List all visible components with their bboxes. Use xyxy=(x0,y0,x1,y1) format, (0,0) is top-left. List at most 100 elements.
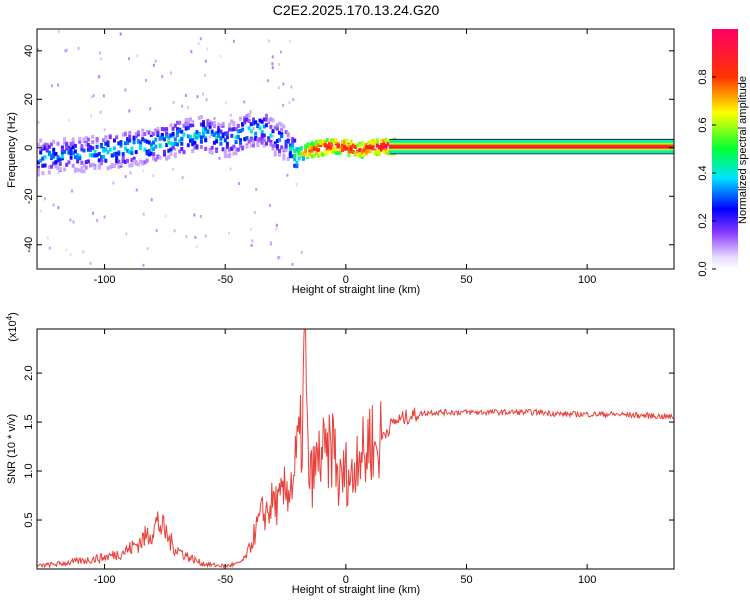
spectrogram-cell xyxy=(234,127,238,132)
spectrogram-cell xyxy=(260,119,264,124)
spectrogram-cell xyxy=(52,147,56,152)
spectrogram-cell xyxy=(262,143,266,148)
spectrogram-cell xyxy=(39,138,43,143)
spectrogram-cell xyxy=(232,127,236,132)
spectrogram-cell xyxy=(71,141,75,146)
spectrogram-cell xyxy=(143,160,147,165)
spectrogram-cell xyxy=(113,152,116,157)
spectrogram-cell xyxy=(186,134,190,139)
spectrogram-cell xyxy=(334,147,338,152)
spectrogram-cell xyxy=(89,145,93,150)
spectrogram-cell xyxy=(108,165,112,170)
spectrogram-cell xyxy=(178,149,182,154)
spectrogram-cell xyxy=(78,136,82,141)
spectrogram-cell xyxy=(134,132,138,136)
spectrogram-cell xyxy=(130,151,134,156)
spectrogram-cell xyxy=(115,159,119,164)
spectrogram-cell xyxy=(132,135,136,140)
spectrogram-cell xyxy=(167,135,171,140)
spectrogram-cell xyxy=(349,149,353,154)
spectrogram-cell xyxy=(69,141,73,146)
spectrogram-cell xyxy=(86,147,90,152)
spectrogram-cell xyxy=(321,139,325,144)
spectrogram-cell xyxy=(199,139,203,144)
spectrogram-cell xyxy=(232,144,236,149)
spectrogram-cell xyxy=(136,139,140,143)
spectrogram-cell xyxy=(167,148,171,153)
spectrogram-cell xyxy=(156,126,160,131)
spectrogram-cell xyxy=(115,156,119,160)
spectrogram-cell xyxy=(176,133,179,138)
spectrogram-cell xyxy=(63,140,67,145)
spectrogram-cell xyxy=(189,117,192,122)
colorbar-tick-label: 0.0 xyxy=(697,261,709,276)
spectrogram-cell xyxy=(364,144,368,149)
spectrogram-cell xyxy=(89,147,93,152)
spectrogram-cell xyxy=(147,149,151,154)
spectrogram-cell xyxy=(315,139,318,144)
spectrogram-cell xyxy=(163,149,166,154)
spectrogram-cell xyxy=(384,138,388,143)
spectrogram-cell xyxy=(206,129,210,134)
spectrogram-cell xyxy=(76,159,80,164)
spectrogram-cell xyxy=(91,134,95,139)
spectrogram-cell xyxy=(265,123,268,128)
spectrogram-cell xyxy=(60,145,64,150)
spectrogram-cell xyxy=(334,150,338,155)
spectrogram-cell xyxy=(239,140,242,145)
spectrogram-cell xyxy=(115,151,119,156)
spectrogram-noise-cell xyxy=(282,82,285,86)
spectrogram-noise-cell xyxy=(277,86,280,90)
spectrogram-cell xyxy=(163,127,166,132)
spectrogram-cell xyxy=(158,144,162,149)
spectrogram-cell xyxy=(147,140,151,145)
colorbar-tick-label: 0.4 xyxy=(697,165,709,180)
spectrogram-cell xyxy=(317,153,321,158)
spectrogram-cell xyxy=(349,142,353,147)
spectrogram-cell xyxy=(152,152,156,157)
spectrogram-cell xyxy=(82,169,86,174)
spectrogram-cell xyxy=(141,128,145,133)
spectrogram-y-tick-label: -20 xyxy=(23,188,35,204)
spectrogram-noise-cell xyxy=(282,103,284,107)
spectrogram-cell xyxy=(382,139,386,144)
spectrogram-cell xyxy=(341,139,344,144)
spectrogram-cell xyxy=(123,132,127,137)
spectrogram-cell xyxy=(232,151,236,156)
spectrogram-cell xyxy=(239,116,242,121)
spectrogram-cell xyxy=(273,141,277,146)
spectrogram-cell xyxy=(239,129,242,133)
spectrogram-cell xyxy=(380,146,384,151)
spectrogram-noise-cell xyxy=(295,183,298,187)
spectrogram-noise-cell xyxy=(228,231,230,235)
spectrogram-cell xyxy=(249,122,253,127)
spectrogram-band-3 xyxy=(389,146,674,149)
spectrogram-cell xyxy=(47,144,51,149)
spectrogram-noise-cell xyxy=(253,210,256,214)
spectrogram-cell xyxy=(373,150,377,155)
spectrogram-cell xyxy=(377,145,381,150)
spectrogram-cell xyxy=(308,148,312,153)
spectrogram-cell xyxy=(169,152,173,156)
spectrogram-cell xyxy=(43,146,47,151)
spectrogram-cell xyxy=(371,146,375,151)
spectrogram-cell xyxy=(371,141,375,146)
spectrogram-noise-cell xyxy=(96,218,99,222)
spectrogram-cell xyxy=(210,132,214,137)
spectrogram-cell xyxy=(301,151,305,156)
spectrogram-cell xyxy=(245,114,249,119)
spectrogram-cell xyxy=(204,126,208,131)
spectrogram-cell xyxy=(154,157,158,162)
spectrogram-cell xyxy=(141,132,145,137)
spectrogram-cell xyxy=(182,123,186,128)
spectrogram-noise-cell xyxy=(204,234,207,238)
snr-x-tick-label: 0 xyxy=(343,574,349,586)
spectrogram-cell xyxy=(269,133,273,138)
spectrogram-cell xyxy=(91,162,95,167)
spectrogram-cell xyxy=(215,139,219,144)
spectrogram-cell xyxy=(173,123,177,128)
spectrogram-cell xyxy=(37,165,40,170)
spectrogram-x-tick-label: 50 xyxy=(460,274,472,286)
spectrogram-cell xyxy=(249,143,253,148)
spectrogram-noise-cell xyxy=(128,109,131,113)
